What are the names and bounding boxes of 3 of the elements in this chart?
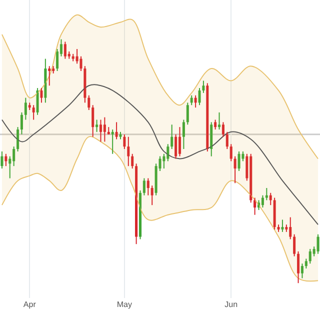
x-tick-label: Apr [23,300,36,309]
x-tick-label: May [116,300,132,309]
x-tick-label: Jun [224,300,238,309]
